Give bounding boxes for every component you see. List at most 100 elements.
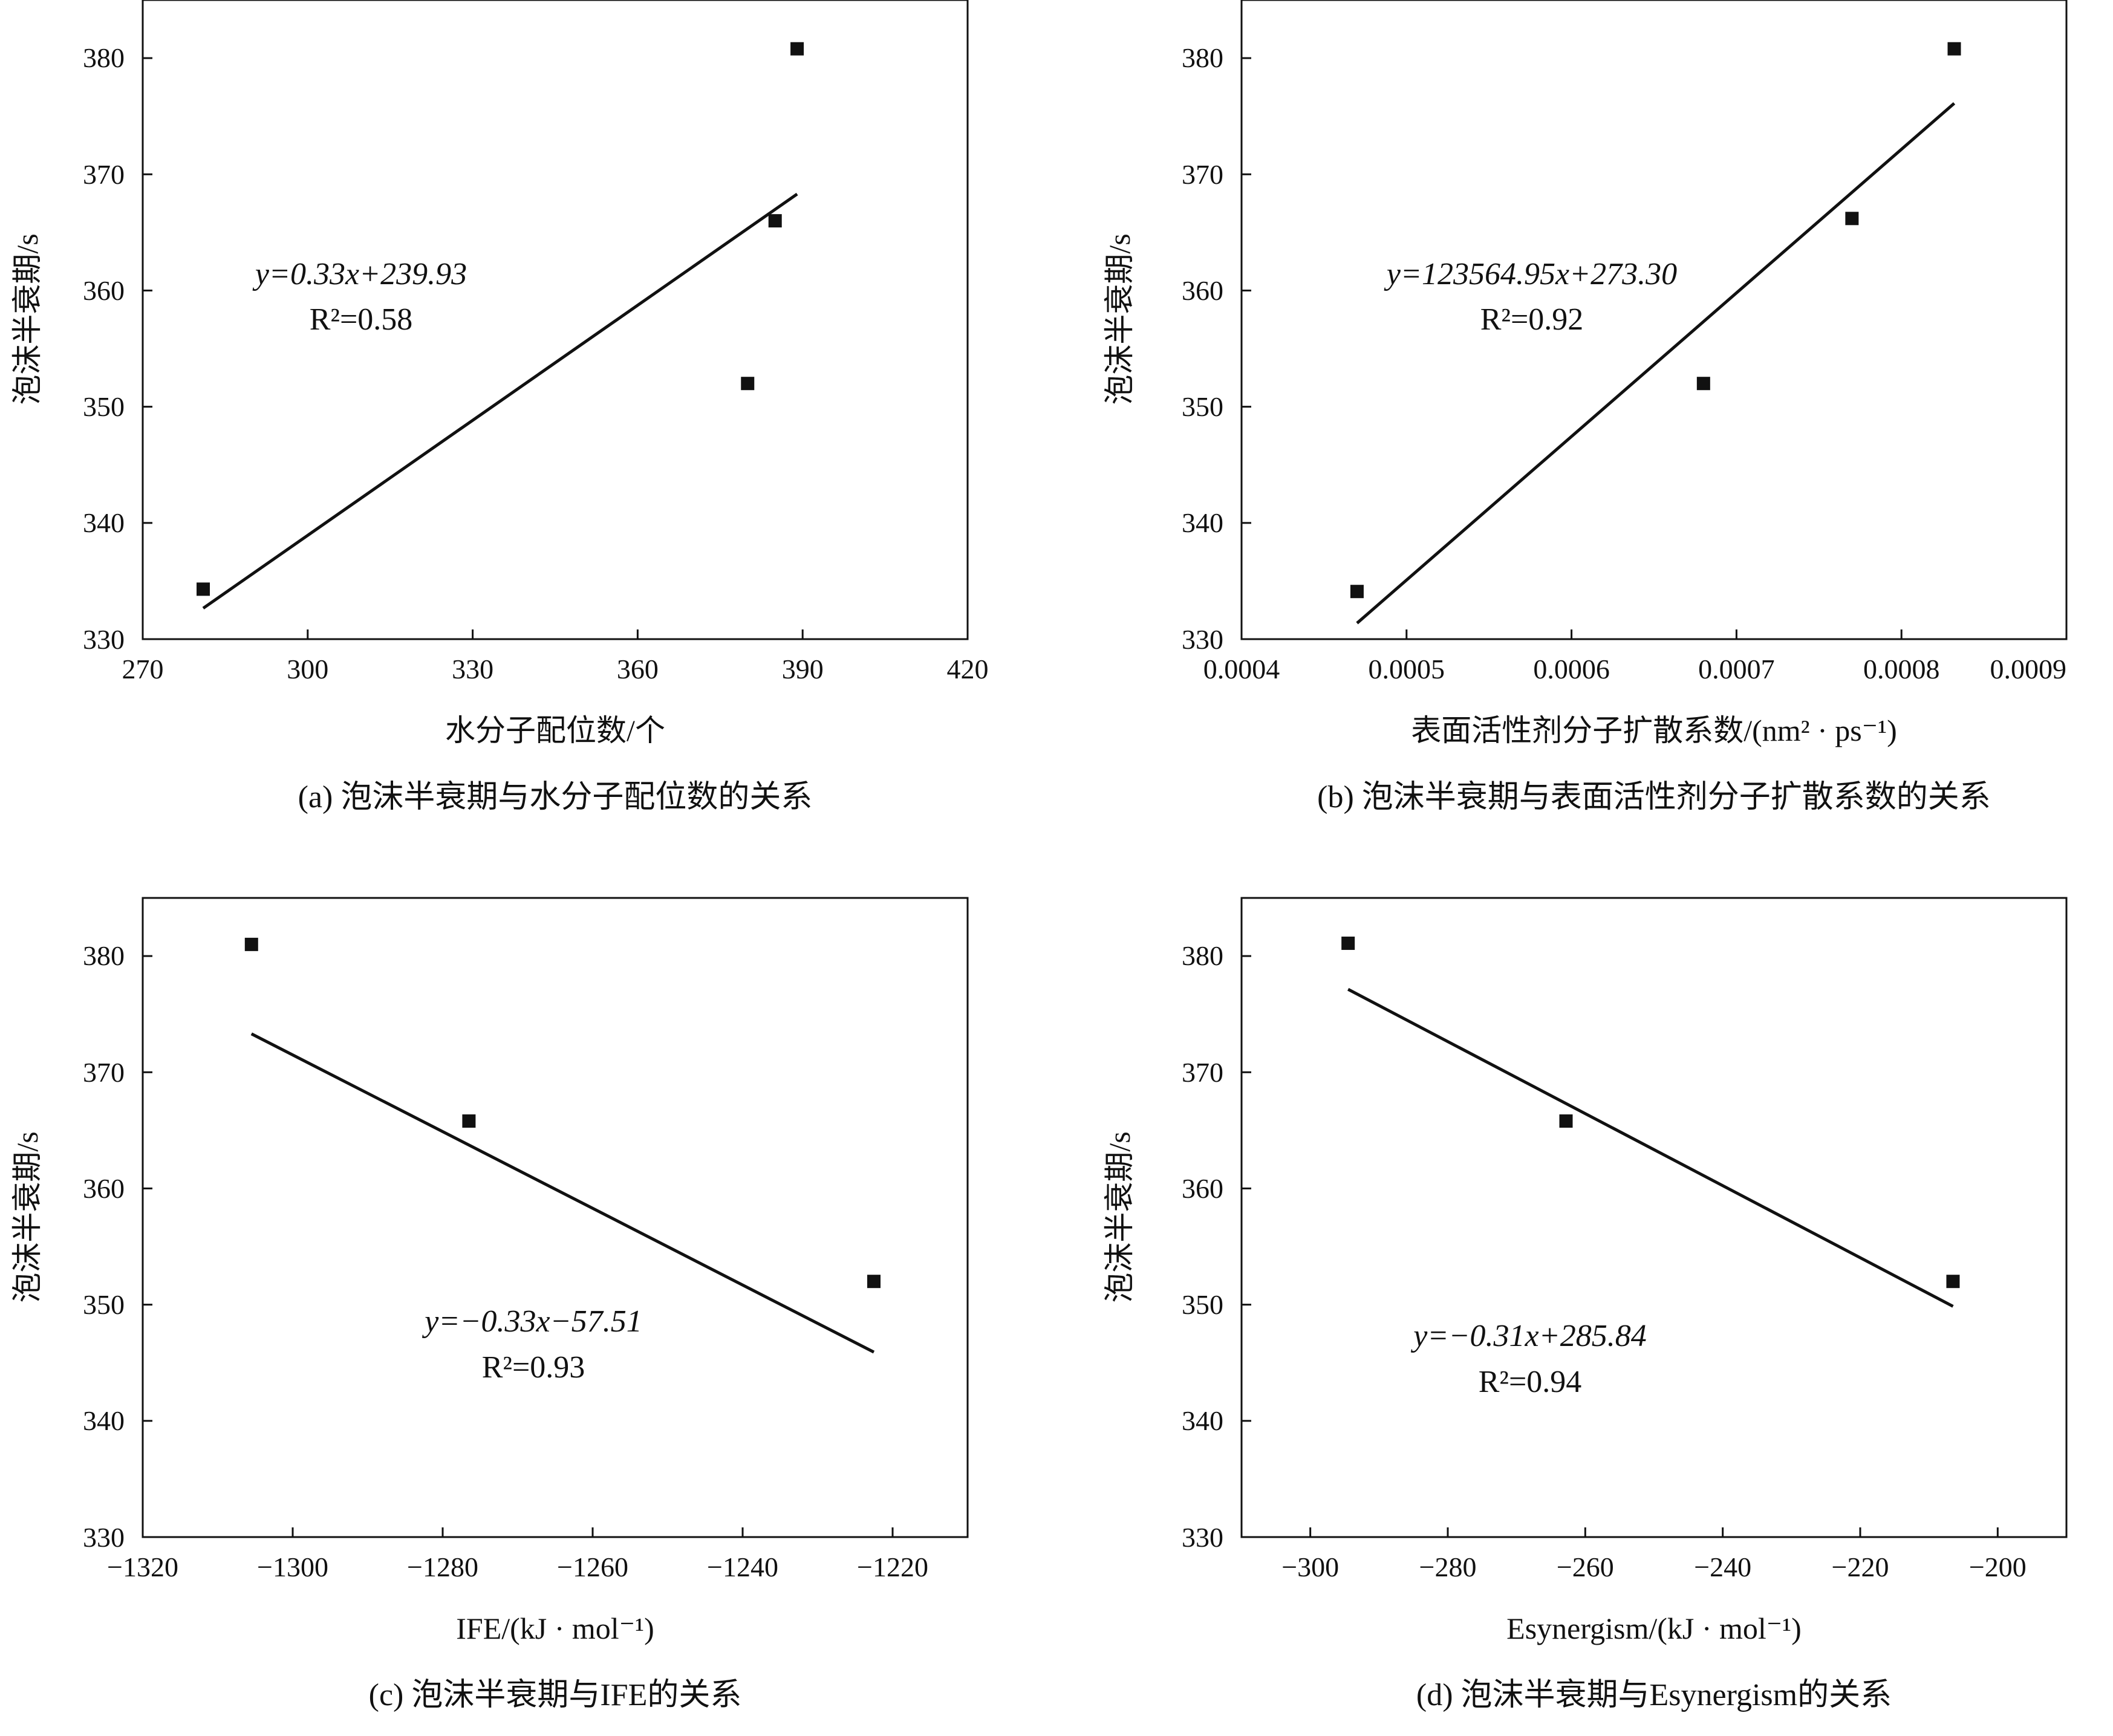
y-tick-label: 340 [83, 507, 125, 538]
x-tick-label: −1240 [707, 1552, 778, 1582]
panel-caption: (a) 泡沫半衰期与水分子配位数的关系 [298, 780, 813, 814]
data-points [1350, 42, 1961, 599]
x-tick-label: 360 [617, 654, 659, 684]
x-tick-label: 0.0006 [1533, 654, 1610, 684]
y-tick-label: 360 [1182, 1173, 1223, 1204]
x-tick-label: −1320 [107, 1552, 178, 1582]
y-tick-label: 350 [83, 1289, 125, 1320]
panel-d: −300 −280 −260 −240 −220 −200 330 340 35… [1102, 897, 2068, 1712]
tick-marks [142, 57, 969, 640]
y-tick-label: 330 [1182, 624, 1223, 655]
y-tick-label: 380 [1182, 42, 1223, 73]
data-point [1350, 585, 1364, 599]
x-tick-labels: −300 −280 −260 −240 −220 −200 [1281, 1552, 2027, 1582]
data-point [197, 582, 210, 596]
y-tick-label: 370 [83, 159, 125, 190]
y-tick-label: 380 [83, 42, 125, 73]
tick-marks [142, 955, 894, 1538]
y-tick-label: 350 [83, 391, 125, 422]
data-point [244, 937, 258, 951]
data-point [790, 42, 804, 56]
x-tick-label: −240 [1694, 1552, 1751, 1582]
y-axis-label: 泡沫半衰期/s [10, 1131, 44, 1302]
x-tick-label: −300 [1281, 1552, 1339, 1582]
x-tick-label: 270 [122, 654, 164, 684]
y-tick-label: 350 [1182, 391, 1223, 422]
x-tick-label: −260 [1557, 1552, 1614, 1582]
y-tick-label: 380 [1182, 940, 1223, 971]
panel-b: 0.0004 0.0005 0.0006 0.0007 0.0008 0.000… [1102, 0, 2068, 814]
x-tick-label: 0.0007 [1698, 654, 1775, 684]
x-tick-label: −220 [1832, 1552, 1889, 1582]
y-tick-label: 360 [83, 1173, 125, 1204]
data-points [1341, 936, 1960, 1289]
x-tick-label: −1280 [407, 1552, 478, 1582]
y-tick-labels: 330 340 350 360 370 380 [1182, 42, 1223, 655]
data-point [1559, 1114, 1573, 1128]
panel-a: 270 300 330 360 390 420 330 340 350 360 … [10, 0, 989, 814]
data-point [1946, 1275, 1960, 1289]
data-points [197, 42, 804, 596]
y-tick-label: 330 [1182, 1522, 1223, 1553]
y-axis-label: 泡沫半衰期/s [1102, 1131, 1136, 1302]
data-point [1341, 936, 1355, 950]
panel-caption: (b) 泡沫半衰期与表面活性剂分子扩散系数的关系 [1317, 780, 1991, 814]
x-tick-label: 420 [947, 654, 989, 684]
x-tick-label: 0.0008 [1863, 654, 1940, 684]
y-tick-label: 360 [1182, 275, 1223, 306]
fit-equation: y=−0.33x−57.51 [422, 1304, 642, 1339]
y-axis-label: 泡沫半衰期/s [1102, 233, 1136, 405]
fit-line-group [1356, 102, 1956, 625]
fit-line [1347, 987, 1954, 1308]
x-tick-labels: 270 300 330 360 390 420 [122, 654, 989, 684]
x-tick-label: −1300 [257, 1552, 328, 1582]
y-tick-label: 370 [83, 1057, 125, 1088]
y-tick-label: 330 [83, 624, 125, 655]
data-point [768, 214, 782, 228]
tick-marks [1240, 57, 2068, 640]
x-axis-label: 表面活性剂分子扩散系数/(nm² · ps⁻¹) [1411, 714, 1897, 747]
data-point [867, 1275, 881, 1289]
x-tick-labels: −1320 −1300 −1280 −1260 −1240 −1220 [107, 1552, 928, 1582]
x-tick-label: 0.0005 [1369, 654, 1445, 684]
x-axis-label: Esynergism/(kJ · mol⁻¹) [1506, 1611, 1802, 1645]
y-tick-label: 360 [83, 275, 125, 306]
y-tick-labels: 330 340 350 360 370 380 [83, 940, 125, 1553]
y-axis-label: 泡沫半衰期/s [10, 233, 44, 405]
panel-caption: (c) 泡沫半衰期与IFE的关系 [369, 1678, 742, 1712]
y-tick-label: 370 [1182, 1057, 1223, 1088]
panel-c: −1320 −1300 −1280 −1260 −1240 −1220 330 … [10, 897, 969, 1712]
fit-line-group [250, 1032, 875, 1354]
x-tick-label: −1220 [857, 1552, 928, 1582]
y-tick-label: 340 [1182, 507, 1223, 538]
y-tick-label: 380 [83, 940, 125, 971]
data-point [462, 1114, 476, 1128]
r-squared: R²=0.93 [482, 1350, 585, 1385]
y-tick-label: 330 [83, 1522, 125, 1553]
fit-line [1356, 102, 1956, 625]
r-squared: R²=0.94 [1479, 1365, 1582, 1399]
x-tick-label: −200 [1969, 1552, 2027, 1582]
x-tick-label: 330 [452, 654, 493, 684]
y-tick-labels: 330 340 350 360 370 380 [83, 42, 125, 655]
plot-frame [1240, 0, 2068, 640]
x-tick-labels: 0.0004 0.0005 0.0006 0.0007 0.0008 0.000… [1203, 654, 2066, 684]
y-tick-labels: 330 340 350 360 370 380 [1182, 940, 1223, 1553]
tick-marks [1242, 955, 1999, 1538]
x-axis-label: IFE/(kJ · mol⁻¹) [456, 1611, 654, 1645]
y-tick-label: 340 [83, 1405, 125, 1436]
fit-line-group [1347, 987, 1954, 1308]
x-tick-label: 390 [782, 654, 824, 684]
data-points [244, 937, 881, 1289]
fit-equation: y=123564.95x+273.30 [1384, 257, 1677, 291]
plot-frame [1240, 897, 2068, 1538]
x-tick-label: −1260 [557, 1552, 628, 1582]
y-tick-label: 340 [1182, 1405, 1223, 1436]
panel-caption: (d) 泡沫半衰期与Esynergism的关系 [1416, 1678, 1892, 1712]
plot-frame [142, 0, 969, 640]
r-squared: R²=0.92 [1480, 302, 1584, 337]
fit-line [250, 1032, 875, 1354]
fit-line [202, 192, 798, 610]
x-tick-label: 300 [287, 654, 328, 684]
x-tick-label: −280 [1419, 1552, 1477, 1582]
